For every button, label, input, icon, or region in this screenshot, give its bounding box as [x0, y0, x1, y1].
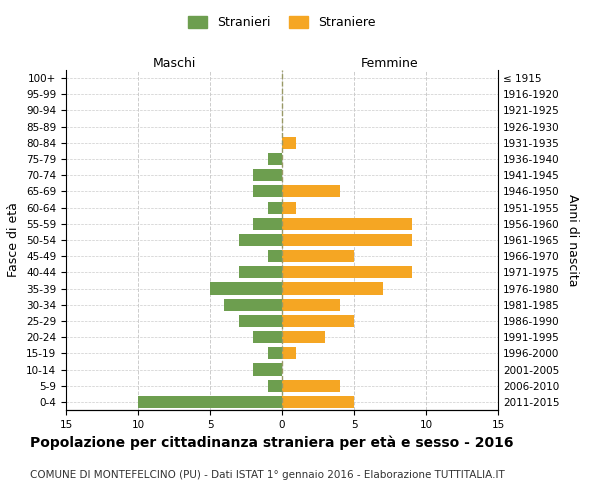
Bar	[282, 250, 354, 262]
Bar	[282, 396, 354, 408]
Bar	[268, 153, 282, 165]
Bar	[239, 315, 282, 327]
Bar	[282, 348, 296, 360]
Bar	[282, 266, 412, 278]
Bar	[282, 282, 383, 294]
Text: COMUNE DI MONTEFELCINO (PU) - Dati ISTAT 1° gennaio 2016 - Elaborazione TUTTITAL: COMUNE DI MONTEFELCINO (PU) - Dati ISTAT…	[30, 470, 505, 480]
Text: Femmine: Femmine	[361, 57, 419, 70]
Legend: Stranieri, Straniere: Stranieri, Straniere	[184, 11, 380, 34]
Bar	[253, 331, 282, 343]
Bar	[282, 234, 412, 246]
Bar	[253, 364, 282, 376]
Bar	[268, 202, 282, 213]
Bar	[268, 380, 282, 392]
Bar	[282, 137, 296, 149]
Bar	[282, 298, 340, 311]
Y-axis label: Fasce di età: Fasce di età	[7, 202, 20, 278]
Bar	[282, 380, 340, 392]
Text: Popolazione per cittadinanza straniera per età e sesso - 2016: Popolazione per cittadinanza straniera p…	[30, 435, 514, 450]
Bar	[282, 315, 354, 327]
Bar	[253, 169, 282, 181]
Bar	[282, 218, 412, 230]
Bar	[138, 396, 282, 408]
Y-axis label: Anni di nascita: Anni di nascita	[566, 194, 579, 286]
Bar	[224, 298, 282, 311]
Bar	[268, 250, 282, 262]
Bar	[239, 234, 282, 246]
Bar	[282, 331, 325, 343]
Bar	[282, 202, 296, 213]
Bar	[282, 186, 340, 198]
Bar	[253, 186, 282, 198]
Bar	[239, 266, 282, 278]
Text: Maschi: Maschi	[152, 57, 196, 70]
Bar	[253, 218, 282, 230]
Bar	[210, 282, 282, 294]
Bar	[268, 348, 282, 360]
